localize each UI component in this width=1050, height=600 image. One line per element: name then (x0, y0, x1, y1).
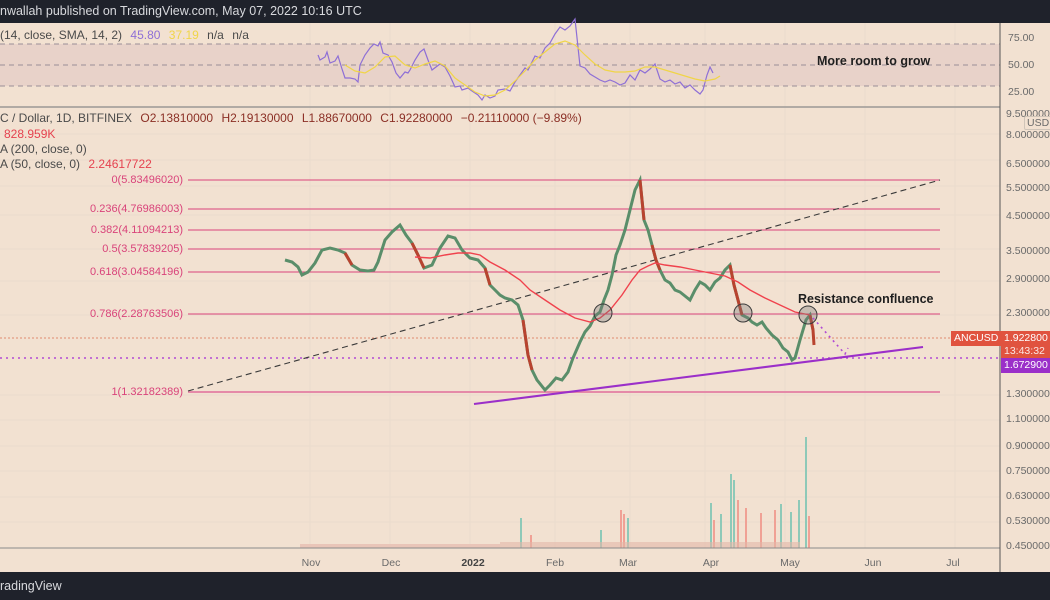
ma50-value: 2.24617722 (88, 157, 152, 171)
price-tick: 0.750000 (1006, 465, 1050, 477)
time-tick-may: May (780, 557, 800, 569)
rsi-line (317, 17, 714, 102)
ohlc-change: −0.21110000 (−9.89%) (460, 111, 582, 125)
price-tick: 0.900000 (1006, 440, 1050, 452)
currency-label[interactable]: USD (1024, 116, 1050, 130)
volume-bars (300, 437, 810, 548)
ohlc-close: C1.92280000 (380, 111, 453, 125)
rising-support-line (473, 346, 924, 405)
fib-label-0236: 0.236(4.76986003) (90, 203, 183, 215)
time-tick-apr: Apr (702, 557, 720, 569)
chart-area[interactable] (0, 23, 1050, 572)
fib-label-0786: 0.786(2.28763506) (90, 308, 183, 320)
price-tick: 0.450000 (1006, 540, 1050, 552)
support-price-tag: 1.672900 (1001, 358, 1050, 373)
footer-brand-bar: radingView (0, 572, 1050, 600)
ma50-label: A (50, close, 0) (0, 157, 81, 171)
ma200-legend: A (200, close, 0) (0, 142, 87, 156)
fib-label-1: 1(1.32182389) (111, 386, 183, 398)
price-tick: 0.630000 (1006, 490, 1050, 502)
time-tick-jul: Jul (946, 557, 960, 569)
confluence-circle-3 (798, 305, 818, 325)
fib-label-0382: 0.382(4.11094213) (90, 224, 183, 236)
symbol-line: C / Dollar, 1D, BITFINEX (0, 111, 133, 125)
grid-vertical (309, 23, 956, 548)
fib-label-0: 0(5.83496020) (111, 174, 183, 186)
price-tick: 0.530000 (1006, 515, 1050, 527)
candles (284, 174, 816, 393)
rsi-na-2: n/a (232, 28, 249, 42)
fib-label-0618: 0.618(3.04584196) (90, 266, 183, 278)
confluence-circle-2 (733, 303, 753, 323)
ohlc-low: L1.88670000 (301, 111, 372, 125)
published-header: nwallah published on TradingView.com, Ma… (0, 0, 1050, 23)
price-tick: 6.500000 (1006, 158, 1050, 170)
ohlc-open: O2.13810000 (140, 111, 214, 125)
time-tick-mar: Mar (618, 557, 638, 569)
time-tick-jun: Jun (864, 557, 882, 569)
time-tick-feb: Feb (545, 557, 565, 569)
confluence-circle-1 (593, 303, 613, 323)
rsi-level-lines (0, 43, 1000, 87)
price-tick: 1.100000 (1006, 413, 1050, 425)
price-tick: 2.300000 (1006, 307, 1050, 319)
ohlc-high: H2.19130000 (221, 111, 294, 125)
resistance-confluence-annotation: Resistance confluence (798, 292, 934, 306)
price-tick: 1.300000 (1006, 388, 1050, 400)
last-price-value: 1.922800 (1004, 332, 1048, 344)
rsi-value: 45.80 (130, 28, 161, 42)
published-text: nwallah published on TradingView.com, Ma… (0, 4, 362, 18)
symbol-legend: C / Dollar, 1D, BITFINEX O2.13810000 H2.… (0, 111, 587, 125)
rsi-tick-50: 50.00 (1008, 59, 1035, 71)
rsi-tick-25: 25.00 (1008, 86, 1035, 98)
grid-horizontal (0, 133, 1000, 523)
price-tick: 5.500000 (1006, 182, 1050, 194)
ma50-line (414, 252, 811, 323)
more-room-annotation: More room to grow (817, 54, 931, 68)
rsi-tick-75: 75.00 (1008, 32, 1035, 44)
price-tick: 8.000000 (1006, 129, 1050, 141)
countdown-value: 13:43:32 (1004, 345, 1045, 357)
price-tick: 2.900000 (1006, 273, 1050, 285)
rsi-sma-value: 37.19 (168, 28, 199, 42)
rsi-legend-params: (14, close, SMA, 14, 2) (0, 28, 123, 42)
ma50-legend: A (50, close, 0) 2.24617722 (0, 157, 157, 171)
price-tick: 3.500000 (1006, 245, 1050, 257)
projection-path (812, 317, 849, 356)
fib-label-05: 0.5(3.57839205) (102, 243, 183, 255)
dashed-trendline (187, 179, 941, 392)
last-price-tag: 1.922800 13:43:32 (1001, 331, 1050, 358)
time-tick-dec: Dec (381, 557, 401, 569)
volume-legend: 828.959K (4, 127, 56, 141)
symbol-tag: ANCUSD (951, 331, 1002, 346)
price-tick: 4.500000 (1006, 210, 1050, 222)
tradingview-brand[interactable]: radingView (0, 579, 62, 593)
rsi-legend: (14, close, SMA, 14, 2) 45.80 37.19 n/a … (0, 28, 254, 42)
rsi-na-1: n/a (207, 28, 224, 42)
time-tick-nov: Nov (301, 557, 321, 569)
time-tick-2022: 2022 (461, 557, 485, 569)
rsi-sma-line (344, 40, 721, 97)
